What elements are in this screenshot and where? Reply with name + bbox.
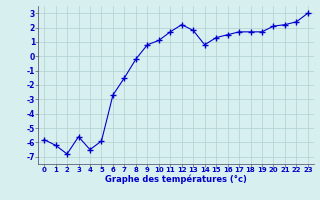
X-axis label: Graphe des températures (°c): Graphe des températures (°c) — [105, 175, 247, 184]
